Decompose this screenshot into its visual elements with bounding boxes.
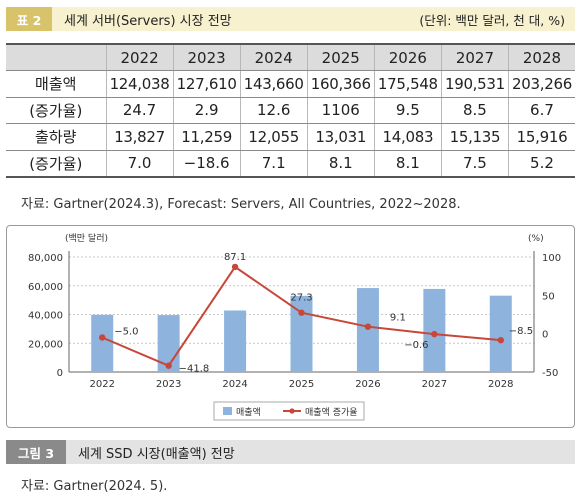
table-cell: 15,916 bbox=[507, 123, 575, 151]
table-cell: 127,610 bbox=[172, 70, 241, 98]
growth-point bbox=[497, 336, 504, 344]
table-cell: 11,259 bbox=[172, 123, 241, 151]
table-cell: 1106 bbox=[306, 97, 375, 124]
table-cell: 143,660 bbox=[239, 70, 308, 98]
figure-title: 세계 SSD 시장(매출액) 전망 bbox=[78, 446, 235, 462]
growth-data-label: −5.0 bbox=[114, 327, 138, 338]
legend-label-revenue: 매출액 bbox=[236, 406, 261, 418]
row-label: (증가율) bbox=[6, 97, 106, 124]
y-left-tick-label: 60,000 bbox=[28, 282, 63, 293]
legend-label-growth: 매출액 증가율 bbox=[305, 406, 358, 418]
x-tick-label: 2028 bbox=[488, 379, 513, 390]
table-cell: 7.5 bbox=[440, 150, 509, 178]
table-caption: 표 2 세계 서버(Servers) 시장 전망 (단위: 백만 달러, 천 대… bbox=[6, 7, 575, 31]
growth-point bbox=[99, 334, 106, 341]
row-label: 출하량 bbox=[6, 123, 106, 151]
chart-canvas: 0 20,000 40,000 60,000 80,000 -50 0 50 100 (백만 달러… bbox=[28, 232, 561, 421]
header-year: 2024 bbox=[239, 43, 308, 71]
header-year: 2027 bbox=[440, 43, 509, 71]
bar-revenue bbox=[489, 295, 512, 372]
table-cell: 175,548 bbox=[373, 70, 442, 98]
header-year: 2023 bbox=[172, 43, 241, 71]
table-row-revenue: 매출액 124,038 127,610 143,660 160,366 175,… bbox=[6, 70, 575, 98]
y-right-tick-label: -50 bbox=[542, 368, 558, 379]
table-cell: 8.5 bbox=[440, 97, 509, 124]
table-cell: 6.7 bbox=[507, 97, 575, 124]
ssd-market-chart: 0 20,000 40,000 60,000 80,000 -50 0 50 100 (백만 달러… bbox=[6, 225, 575, 428]
table-cell: 7.1 bbox=[239, 150, 308, 178]
growth-data-label: 27.3 bbox=[290, 293, 312, 304]
header-year: 2022 bbox=[105, 43, 174, 71]
table-cell: 124,038 bbox=[105, 70, 174, 98]
growth-data-label: −8.5 bbox=[509, 326, 533, 337]
table-cell: 24.7 bbox=[105, 97, 174, 124]
figure-number-tag: 그림 3 bbox=[6, 440, 66, 464]
x-tick-label: 2025 bbox=[289, 379, 314, 390]
y-left-tick-label: 40,000 bbox=[28, 311, 63, 322]
bar-revenue bbox=[224, 310, 247, 372]
growth-point bbox=[231, 263, 239, 271]
x-tick-label: 2027 bbox=[422, 379, 447, 390]
y-left-tick-label: 20,000 bbox=[28, 339, 63, 350]
y-right-tick-label: 100 bbox=[542, 253, 561, 264]
bar-revenue bbox=[356, 288, 379, 372]
x-tick-label: 2024 bbox=[222, 379, 247, 390]
y-left-tick-label: 0 bbox=[57, 368, 63, 379]
y-right-axis-label: (%) bbox=[528, 234, 544, 244]
bar-revenue bbox=[91, 314, 114, 372]
growth-point bbox=[298, 309, 305, 316]
table-cell: 15,135 bbox=[440, 123, 509, 151]
table-row-revenue-growth: (증가율) 24.7 2.9 12.6 1106 9.5 8.5 6.7 bbox=[6, 97, 575, 124]
row-label: (증가율) bbox=[6, 150, 106, 178]
table-row-shipments-growth: (증가율) 7.0 −18.6 7.1 8.1 8.1 7.5 5.2 bbox=[6, 150, 575, 178]
x-tick-label: 2026 bbox=[355, 379, 380, 390]
growth-data-label: 9.1 bbox=[390, 313, 406, 324]
table-cell: 5.2 bbox=[507, 150, 575, 178]
table-cell: 160,366 bbox=[306, 70, 375, 98]
table-cell: 7.0 bbox=[105, 150, 174, 178]
figure-caption: 그림 3 세계 SSD 시장(매출액) 전망 bbox=[6, 440, 575, 464]
y-left-axis-label: (백만 달러) bbox=[65, 232, 108, 244]
table-cell: 13,827 bbox=[105, 123, 174, 151]
header-year: 2028 bbox=[507, 43, 575, 71]
table-cell: 14,083 bbox=[373, 123, 442, 151]
header-corner-cell bbox=[6, 43, 106, 71]
header-year: 2026 bbox=[373, 43, 442, 71]
table-cell: 2.9 bbox=[172, 97, 241, 124]
bar-revenue bbox=[423, 288, 446, 372]
table-unit: (단위: 백만 달러, 천 대, %) bbox=[419, 12, 565, 28]
table-row-shipments: 출하량 13,827 11,259 12,055 13,031 14,083 1… bbox=[6, 123, 575, 151]
growth-point bbox=[165, 362, 172, 369]
header-year: 2025 bbox=[306, 43, 375, 71]
table-cell: 9.5 bbox=[373, 97, 442, 124]
table-source-note: 자료: Gartner(2024.3), Forecast: Servers, … bbox=[21, 197, 461, 212]
table-cell: 8.1 bbox=[306, 150, 375, 178]
table-number-tag: 표 2 bbox=[6, 7, 52, 31]
y-right-tick-label: 0 bbox=[542, 330, 548, 341]
table-cell: 190,531 bbox=[440, 70, 509, 98]
table-cell: 13,031 bbox=[306, 123, 375, 151]
legend-swatch-revenue bbox=[223, 407, 232, 415]
table-cell: 12,055 bbox=[239, 123, 308, 151]
growth-data-label: 87.1 bbox=[224, 252, 246, 263]
figure-source-note: 자료: Gartner(2024. 5). bbox=[21, 479, 168, 494]
growth-point bbox=[364, 323, 372, 330]
table-cell: 8.1 bbox=[373, 150, 442, 178]
table-cell: −18.6 bbox=[172, 150, 241, 178]
growth-point bbox=[431, 330, 438, 338]
x-tick-label: 2022 bbox=[89, 379, 114, 390]
y-left-tick-label: 80,000 bbox=[28, 253, 63, 264]
table-title: 세계 서버(Servers) 시장 전망 bbox=[64, 13, 232, 29]
server-market-table: 2022 2023 2024 2025 2026 2027 2028 매출액 1… bbox=[6, 43, 575, 178]
growth-data-label: −41.8 bbox=[179, 364, 210, 375]
legend-marker-growth bbox=[289, 408, 295, 414]
x-tick-label: 2023 bbox=[156, 379, 181, 390]
table-cell: 203,266 bbox=[507, 70, 575, 98]
table-cell: 12.6 bbox=[239, 97, 308, 124]
table-header-row: 2022 2023 2024 2025 2026 2027 2028 bbox=[6, 43, 575, 71]
growth-data-label: −0.6 bbox=[404, 340, 428, 351]
row-label: 매출액 bbox=[6, 70, 106, 98]
y-right-tick-label: 50 bbox=[542, 291, 555, 302]
